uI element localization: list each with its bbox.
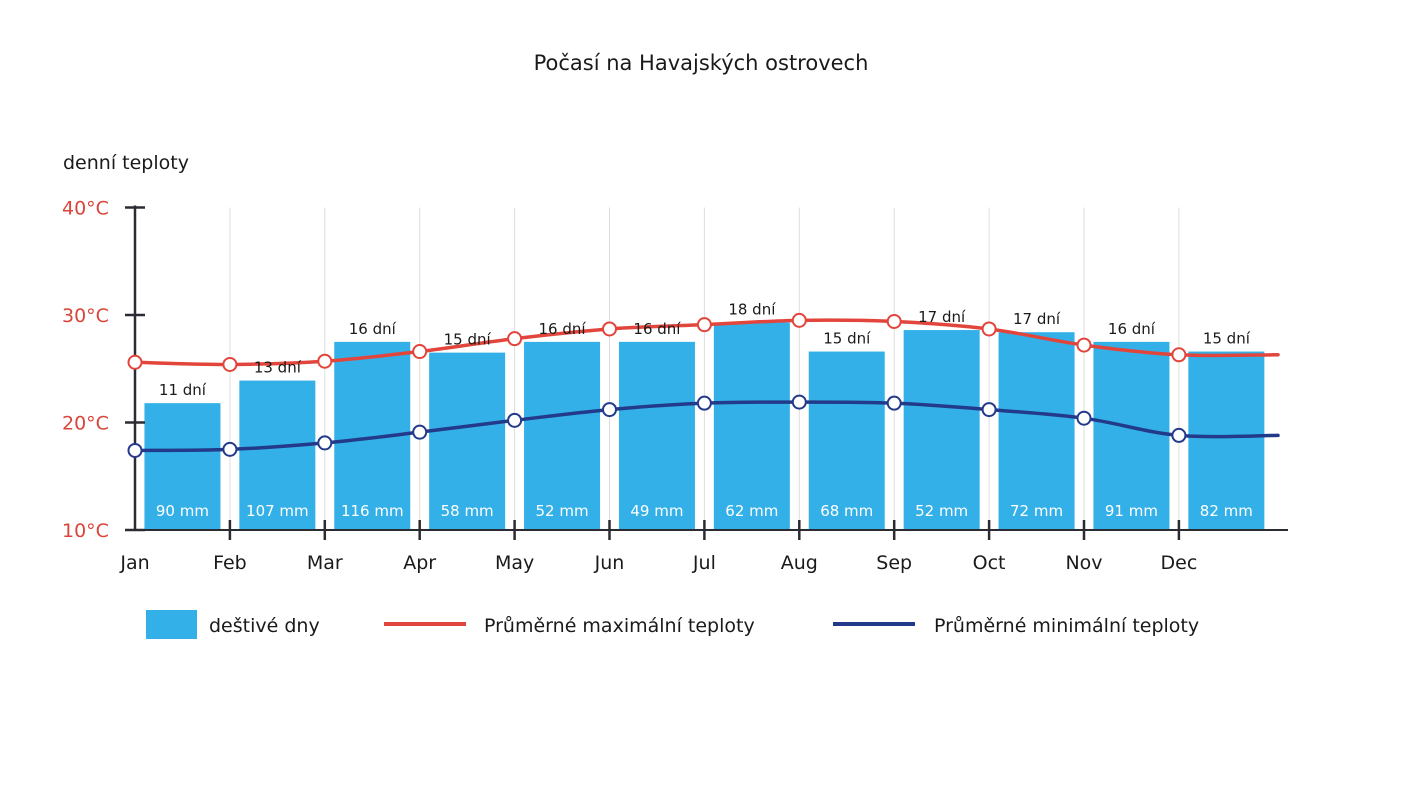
- min-temp-point-aug: [791, 394, 807, 410]
- max-temp-point-dec: [1171, 347, 1187, 363]
- rainfall-label: 68 mm: [820, 502, 873, 520]
- legend-swatch-rainy-days: [146, 610, 197, 639]
- rainy-days-label: 15 dní: [1203, 330, 1251, 348]
- rainy-days-label: 16 dní: [1108, 320, 1156, 338]
- y-tick-label: 10°C: [62, 520, 109, 542]
- min-temp-point-mar: [317, 435, 333, 451]
- min-temp-point-sep: [886, 395, 902, 411]
- x-tick-label: Apr: [403, 552, 436, 574]
- min-temp-point-apr: [412, 424, 428, 440]
- legend: deštivé dny Průměrné maximální teploty Prů…: [146, 610, 1199, 639]
- legend-label-max-temp: Průměrné maximální teploty: [484, 615, 755, 637]
- bar-jan: [144, 403, 221, 530]
- max-temp-point-jan: [127, 354, 143, 370]
- bar-aug: [808, 351, 885, 530]
- chart-title: Počasí na Havajských ostrovech: [534, 51, 869, 75]
- rainy-days-label: 16 dní: [349, 320, 397, 338]
- max-temp-point-nov: [1076, 337, 1092, 353]
- min-temp-point-jun: [602, 402, 617, 418]
- legend-label-rainy-days: deštivé dny: [209, 615, 320, 637]
- rainfall-label: 90 mm: [156, 502, 209, 520]
- min-temp-point-feb: [222, 441, 238, 457]
- bar-nov: [1093, 341, 1170, 530]
- bar-apr: [429, 352, 506, 530]
- x-tick-label: May: [495, 552, 534, 574]
- x-tick-label: Jun: [594, 552, 625, 574]
- rainfall-label: 58 mm: [441, 502, 494, 520]
- max-temp-point-jun: [602, 321, 617, 337]
- bar-may: [524, 341, 601, 530]
- x-tick-label: Sep: [876, 552, 912, 574]
- x-tick-label: Nov: [1065, 552, 1102, 574]
- rainfall-label: 49 mm: [630, 502, 683, 520]
- rainy-days-label: 18 dní: [728, 301, 776, 319]
- rainy-days-label: 16 dní: [539, 320, 587, 338]
- max-temp-point-may: [507, 331, 523, 347]
- axes: 10°C 20°C 30°C 40°C Jan Feb Mar Apr May Jun Jul Aug…: [62, 198, 1288, 574]
- max-temp-point-aug: [791, 312, 807, 328]
- x-tick-label: Jan: [119, 552, 149, 574]
- rainy-days-label: 16 dní: [633, 320, 681, 338]
- max-temp-point-apr: [412, 344, 428, 360]
- rainy-days-label: 17 dní: [1013, 310, 1061, 328]
- x-tick-label: Aug: [781, 552, 818, 574]
- bar-sep: [903, 330, 980, 530]
- bar-jun: [618, 341, 695, 530]
- rainy-days-label: 11 dní: [159, 381, 207, 399]
- min-temp-point-oct: [981, 402, 997, 418]
- bar-feb: [239, 380, 316, 530]
- y-tick-label: 30°C: [62, 305, 109, 327]
- rainfall-label: 82 mm: [1200, 502, 1253, 520]
- bar-oct: [998, 332, 1075, 530]
- min-temp-point-dec: [1171, 427, 1187, 443]
- rainfall-label: 62 mm: [725, 502, 778, 520]
- gridlines: [229, 207, 1180, 530]
- x-tick-label: Oct: [973, 552, 1006, 574]
- max-temp-point-jul: [696, 317, 712, 333]
- y-axis-title: denní teploty: [63, 152, 189, 174]
- rainy-days-label: 15 dní: [823, 330, 871, 348]
- rainy-days-label: 13 dní: [254, 359, 302, 377]
- rainfall-label: 52 mm: [536, 502, 589, 520]
- rainfall-label: 91 mm: [1105, 502, 1158, 520]
- x-tick-label: Dec: [1161, 552, 1198, 574]
- x-tick-label: Feb: [213, 552, 247, 574]
- min-temp-point-jul: [696, 395, 712, 411]
- max-temp-point-mar: [317, 353, 333, 369]
- y-tick-label: 40°C: [62, 198, 109, 220]
- legend-label-min-temp: Průměrné minimální teploty: [934, 615, 1199, 637]
- rainy-days-bars: [144, 322, 1265, 530]
- rainfall-label: 72 mm: [1010, 502, 1063, 520]
- bar-dec: [1188, 351, 1265, 530]
- temperature-lines: [127, 312, 1280, 458]
- max-temp-point-feb: [222, 356, 238, 372]
- min-temp-point-may: [507, 412, 523, 428]
- bar-labels: 11 dní 13 dní 16 dní 15 dní 16 dní 16 dní 18 d…: [156, 301, 1253, 520]
- rainfall-label: 116 mm: [341, 502, 404, 520]
- max-temp-point-oct: [981, 321, 997, 337]
- max-temp-point-sep: [886, 313, 902, 329]
- rainfall-label: 52 mm: [915, 502, 968, 520]
- rainy-days-label: 15 dní: [444, 331, 492, 349]
- rainfall-label: 107 mm: [246, 502, 309, 520]
- bar-jul: [713, 322, 790, 530]
- x-tick-label: Mar: [307, 552, 343, 574]
- y-tick-label: 20°C: [62, 413, 109, 435]
- x-tick-label: Jul: [692, 552, 716, 574]
- min-temp-point-nov: [1076, 410, 1092, 426]
- rainy-days-label: 17 dní: [918, 308, 966, 326]
- min-temp-point-jan: [127, 442, 143, 458]
